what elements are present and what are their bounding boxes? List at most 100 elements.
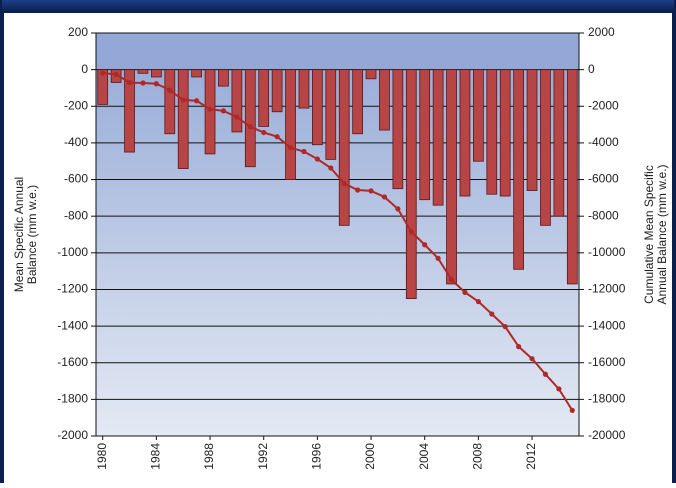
bar <box>124 69 135 153</box>
bar <box>473 69 484 162</box>
top-band <box>2 0 674 12</box>
bar <box>432 69 444 206</box>
y-tick-label: -1200 <box>57 282 88 296</box>
bar <box>566 69 578 285</box>
y-tick-label: -1800 <box>57 392 88 406</box>
bar <box>553 69 565 217</box>
x-tick-label: 1996 <box>310 443 324 470</box>
line-point <box>395 206 401 212</box>
y2-tick-label: -10000 <box>588 245 626 259</box>
bar <box>258 69 270 127</box>
bar <box>459 69 471 197</box>
bar <box>365 69 377 80</box>
bar <box>191 69 202 78</box>
y-tick-label: -200 <box>64 98 88 112</box>
line-point <box>516 344 522 350</box>
line-point <box>261 129 267 136</box>
bar <box>392 69 404 190</box>
line-point <box>234 114 240 120</box>
bar <box>298 69 310 109</box>
line-point <box>140 80 146 86</box>
positive-band <box>96 33 579 70</box>
bar <box>312 69 323 146</box>
y2-tick-label: -2000 <box>588 98 619 112</box>
y2-axis-title: Annual Balance (mm w.e.) <box>655 164 669 304</box>
line-point <box>328 165 334 171</box>
bar <box>405 69 417 300</box>
bar <box>338 69 350 226</box>
line-point <box>247 124 253 130</box>
line-point <box>556 386 562 392</box>
bar <box>285 69 296 180</box>
line-point <box>207 106 213 112</box>
x-tick-label: 2000 <box>363 443 377 470</box>
line-point <box>542 371 549 377</box>
y2-tick-label: -14000 <box>588 318 626 332</box>
line-point <box>489 311 495 317</box>
line-point <box>408 229 414 235</box>
line-point <box>435 255 441 261</box>
bar <box>151 69 162 78</box>
y-axis-title: Balance (mm w.e.) <box>25 185 39 284</box>
bar <box>499 69 511 197</box>
line-point <box>220 108 227 114</box>
bar <box>244 69 256 168</box>
line-point <box>167 87 173 93</box>
line-point <box>355 187 361 193</box>
y-tick-label: -600 <box>64 172 88 186</box>
line-point <box>341 180 347 187</box>
bar <box>446 69 457 285</box>
line-point <box>287 145 294 151</box>
y2-tick-label: -4000 <box>588 135 619 149</box>
line-point <box>314 156 320 162</box>
line-point <box>301 148 307 155</box>
cumulative-line <box>102 72 574 411</box>
x-tick-label: 2008 <box>471 443 485 470</box>
bar <box>97 69 109 105</box>
line-point <box>194 98 200 104</box>
y2-tick-label: -8000 <box>588 208 619 222</box>
bar <box>164 69 176 135</box>
plot-background <box>96 33 579 436</box>
bar <box>513 69 524 270</box>
x-tick-label: 1992 <box>256 443 270 470</box>
y-tick-label: -800 <box>64 208 88 222</box>
line-point <box>100 70 106 76</box>
line-point <box>502 324 508 330</box>
line-point <box>126 80 133 86</box>
y-tick-label: 0 <box>81 62 88 76</box>
line-point <box>422 242 428 248</box>
y2-tick-label: -6000 <box>588 172 619 186</box>
y-tick-label: -1000 <box>57 245 88 259</box>
bar <box>486 69 498 195</box>
line-point <box>274 134 280 140</box>
line-point <box>153 81 159 87</box>
bar <box>379 69 390 131</box>
bar <box>352 69 363 135</box>
y2-tick-label: -16000 <box>588 355 626 369</box>
line-point <box>529 356 535 362</box>
x-tick-label: 1988 <box>202 443 216 470</box>
y-axis-title: Mean Specific Annual <box>12 177 26 292</box>
line-point <box>448 277 455 283</box>
y2-tick-label: -12000 <box>588 282 626 296</box>
y2-axis-title: Cumulative Mean Specific <box>642 165 656 304</box>
bar <box>271 69 283 113</box>
y-tick-label: -1600 <box>57 355 88 369</box>
y2-tick-label: -20000 <box>588 428 626 442</box>
bar <box>218 69 229 87</box>
line-point <box>475 298 481 305</box>
x-tick-label: 1984 <box>149 443 163 470</box>
y-tick-label: -2000 <box>57 428 88 442</box>
y-tick-label: -400 <box>64 135 88 149</box>
line-point <box>368 188 374 194</box>
y2-tick-label: 0 <box>588 62 595 76</box>
bar <box>419 69 431 201</box>
bar <box>540 69 551 226</box>
bar <box>325 69 337 160</box>
line-point <box>113 71 119 77</box>
x-tick-label: 2012 <box>524 443 538 470</box>
y-tick-label: 200 <box>68 25 88 39</box>
bar <box>526 69 538 191</box>
